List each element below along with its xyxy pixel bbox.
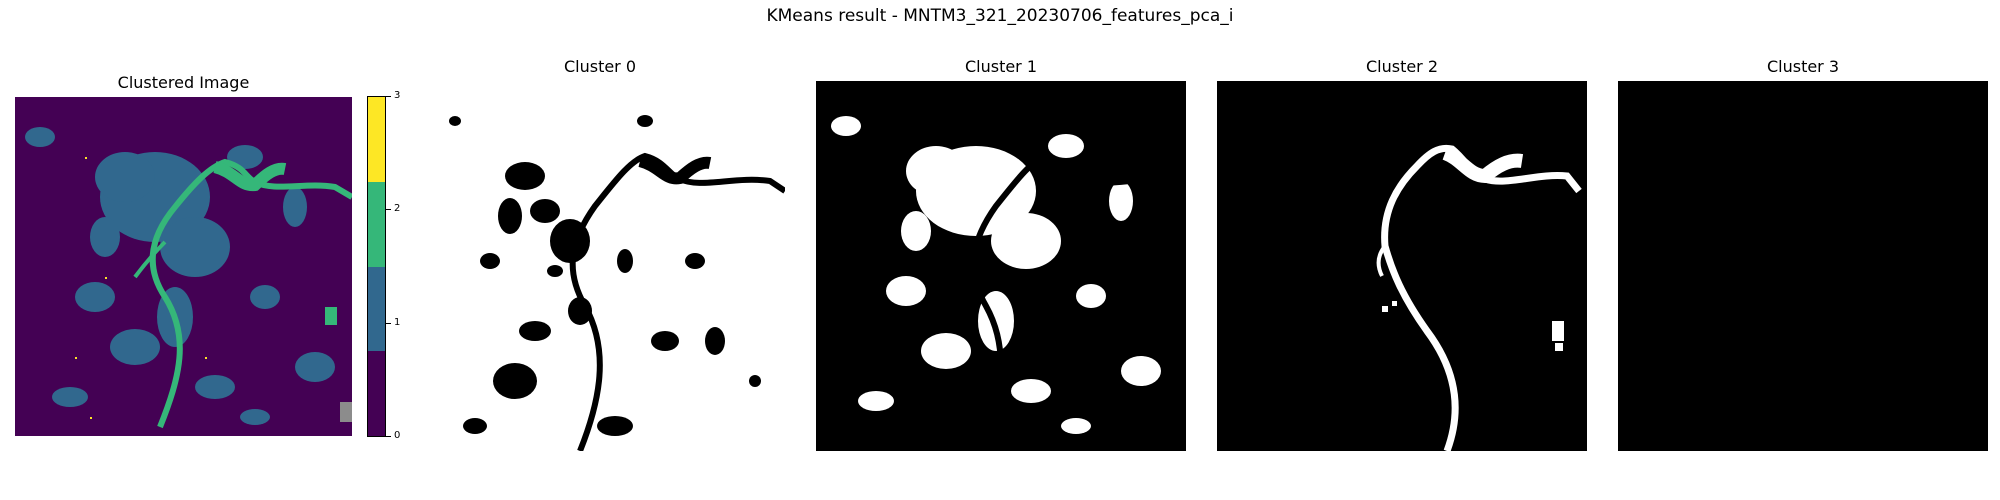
colorbar-tick-label-1: 1 [394,317,401,328]
panel-title-cluster-1: Cluster 1 [964,57,1038,76]
cluster-3-mask [1618,81,1988,451]
panel-title-cluster-2: Cluster 2 [1365,57,1439,76]
colorbar-tick-label-0: 0 [394,430,401,441]
figure-title: KMeans result - MNTM3_321_20230706_featu… [766,6,1234,26]
cluster-2-mask [1217,81,1587,451]
colorbar [367,96,386,437]
panel-title-clustered: Clustered Image [117,73,250,92]
colorbar-segment-3 [368,97,385,182]
colorbar-tick-label-2: 2 [394,203,401,214]
cluster-1-mask [816,81,1186,451]
colorbar-tick-3 [386,96,391,97]
cluster-0-mask [415,81,785,451]
colorbar-tick-label-3: 3 [394,90,401,101]
clustered-image [15,97,352,436]
colorbar-segment-0 [368,351,385,436]
colorbar-segment-1 [368,266,385,352]
colorbar-tick-1 [386,323,391,324]
panel-title-cluster-3: Cluster 3 [1766,57,1840,76]
colorbar-tick-0 [386,436,391,437]
colorbar-tick-2 [386,209,391,210]
colorbar-segment-2 [368,181,385,267]
panel-title-cluster-0: Cluster 0 [563,57,637,76]
